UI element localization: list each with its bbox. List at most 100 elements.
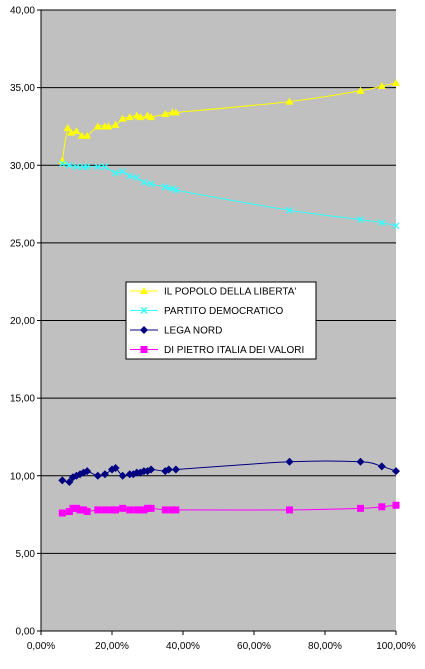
data-point bbox=[392, 467, 400, 476]
data-point bbox=[144, 504, 151, 512]
legend-label: LEGA NORD bbox=[164, 326, 222, 337]
series-lega-nord bbox=[58, 457, 400, 486]
x-tick-label: 20,00% bbox=[95, 641, 129, 652]
data-point bbox=[133, 174, 141, 182]
data-point bbox=[286, 206, 293, 214]
x-tick-label: 80,00% bbox=[308, 641, 342, 652]
data-point bbox=[285, 97, 294, 105]
data-point bbox=[378, 219, 386, 227]
legend-label: PARTITO DEMOCRATICO bbox=[164, 306, 283, 317]
data-point bbox=[83, 467, 92, 476]
data-point bbox=[76, 506, 84, 514]
data-point bbox=[93, 471, 102, 480]
y-tick-label: 20,00 bbox=[10, 316, 35, 327]
legend-marker bbox=[140, 307, 148, 314]
data-point bbox=[357, 504, 364, 512]
data-point bbox=[83, 163, 91, 171]
data-point bbox=[286, 506, 293, 514]
data-point bbox=[112, 169, 120, 177]
data-point bbox=[377, 82, 386, 90]
data-point bbox=[73, 163, 80, 171]
series-layer bbox=[58, 78, 400, 517]
legend-marker bbox=[140, 287, 148, 294]
data-point bbox=[111, 120, 120, 128]
data-point bbox=[164, 465, 173, 474]
data-point bbox=[357, 216, 364, 224]
axes: 0,00 5,00 10,00 15,00 20,00 25,00 30,00 35,00 40… bbox=[10, 6, 416, 653]
data-point bbox=[126, 172, 134, 180]
data-point bbox=[172, 186, 180, 194]
data-point bbox=[112, 506, 120, 514]
data-point bbox=[126, 506, 134, 514]
legend-entry: PARTITO DEMOCRATICO bbox=[130, 306, 283, 317]
data-point bbox=[161, 110, 170, 118]
data-point bbox=[392, 78, 400, 86]
legend-label: DI PIETRO ITALIA DEI VALORI bbox=[164, 345, 304, 356]
data-point bbox=[118, 114, 127, 122]
data-point bbox=[83, 131, 92, 139]
data-point bbox=[73, 504, 80, 512]
data-point bbox=[104, 122, 113, 130]
data-point bbox=[133, 506, 141, 514]
data-point bbox=[171, 465, 180, 474]
y-tick-label: 15,00 bbox=[10, 394, 35, 405]
y-tick-label: 40,00 bbox=[10, 6, 35, 17]
y-tick-label: 35,00 bbox=[10, 83, 35, 94]
data-point bbox=[147, 180, 155, 188]
data-point bbox=[356, 457, 365, 466]
data-point bbox=[101, 506, 109, 514]
y-tick-label: 25,00 bbox=[10, 238, 35, 249]
data-point bbox=[136, 113, 145, 121]
data-point bbox=[80, 506, 88, 514]
y-tick-label: 5,00 bbox=[16, 549, 36, 560]
data-point bbox=[147, 113, 156, 121]
data-point bbox=[93, 122, 102, 130]
y-tick-label: 10,00 bbox=[10, 471, 35, 482]
data-point bbox=[377, 462, 386, 471]
data-point bbox=[168, 185, 176, 192]
data-point bbox=[172, 506, 180, 514]
data-point bbox=[285, 457, 294, 466]
data-point bbox=[63, 123, 72, 131]
legend-marker bbox=[140, 326, 148, 334]
data-point bbox=[119, 504, 127, 512]
data-point bbox=[147, 504, 155, 512]
x-tick-label: 60,00% bbox=[237, 641, 271, 652]
data-point bbox=[58, 476, 67, 485]
data-point bbox=[392, 222, 400, 230]
legend-label: IL POPOLO DELLA LIBERTA' bbox=[164, 287, 296, 298]
data-point bbox=[83, 507, 91, 515]
data-point bbox=[72, 127, 81, 135]
data-point bbox=[392, 501, 400, 509]
data-point bbox=[108, 506, 116, 514]
data-point bbox=[119, 168, 127, 175]
data-point bbox=[161, 183, 169, 191]
data-point bbox=[161, 506, 169, 514]
data-point bbox=[65, 477, 74, 486]
x-tick-label: 40,00% bbox=[166, 641, 200, 652]
series-di-pietro-italia-dei-valori bbox=[58, 501, 400, 517]
legend-marker bbox=[140, 346, 148, 353]
data-point bbox=[147, 465, 156, 474]
data-point bbox=[94, 163, 102, 171]
data-point bbox=[378, 503, 386, 511]
data-point bbox=[356, 86, 365, 94]
series-partito-democratico bbox=[58, 160, 400, 230]
data-point bbox=[94, 506, 102, 514]
data-point bbox=[65, 161, 73, 169]
data-point bbox=[168, 506, 176, 514]
x-tick-label: 100,00% bbox=[376, 641, 416, 652]
data-point bbox=[65, 507, 73, 515]
data-point bbox=[77, 131, 86, 139]
data-point bbox=[100, 470, 109, 479]
data-point bbox=[140, 506, 148, 514]
data-point bbox=[118, 471, 127, 480]
data-point bbox=[111, 463, 120, 472]
data-point bbox=[101, 163, 109, 171]
legend-entry: IL POPOLO DELLA LIBERTA' bbox=[130, 287, 296, 298]
data-point bbox=[136, 506, 144, 514]
data-point bbox=[58, 160, 66, 168]
legend-box bbox=[125, 281, 317, 360]
